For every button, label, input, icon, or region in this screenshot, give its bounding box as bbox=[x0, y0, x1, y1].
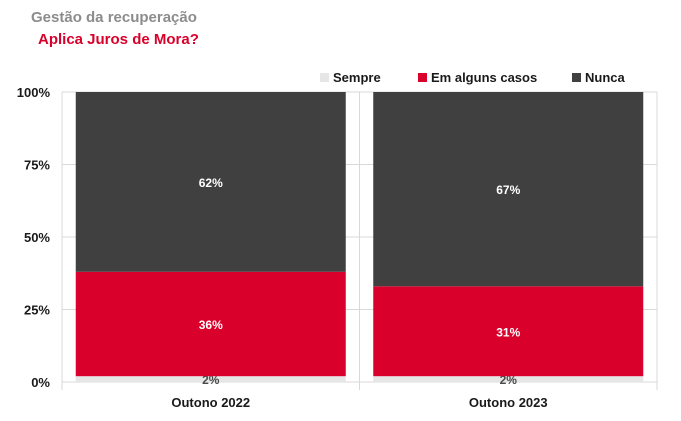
y-tick-label: 100% bbox=[17, 85, 51, 100]
legend-label: Nunca bbox=[585, 70, 626, 85]
chart-subtitle: Aplica Juros de Mora? bbox=[38, 31, 199, 48]
data-label: 67% bbox=[496, 183, 520, 197]
legend-label: Em alguns casos bbox=[431, 70, 537, 85]
bar-segment bbox=[75, 92, 346, 272]
legend-label: Sempre bbox=[333, 70, 381, 85]
legend-swatch bbox=[320, 73, 329, 82]
data-label: 2% bbox=[202, 373, 220, 387]
bar-segment bbox=[373, 92, 644, 287]
chart-title: Gestão da recuperação bbox=[31, 9, 197, 26]
bar-segment bbox=[75, 376, 346, 382]
bar-segment bbox=[373, 286, 644, 377]
y-tick-label: 0% bbox=[31, 375, 50, 390]
y-tick-label: 75% bbox=[24, 158, 50, 173]
x-category-label: Outono 2023 bbox=[469, 395, 548, 410]
legend-swatch bbox=[418, 73, 427, 82]
data-label: 2% bbox=[500, 373, 518, 387]
x-category-label: Outono 2022 bbox=[171, 395, 250, 410]
bar-segment bbox=[373, 376, 644, 382]
data-label: 62% bbox=[199, 176, 223, 190]
legend-swatch bbox=[572, 73, 581, 82]
y-tick-label: 50% bbox=[24, 230, 50, 245]
data-label: 31% bbox=[496, 325, 520, 339]
data-label: 36% bbox=[199, 318, 223, 332]
bar-segment bbox=[75, 271, 346, 377]
y-tick-label: 25% bbox=[24, 303, 50, 318]
